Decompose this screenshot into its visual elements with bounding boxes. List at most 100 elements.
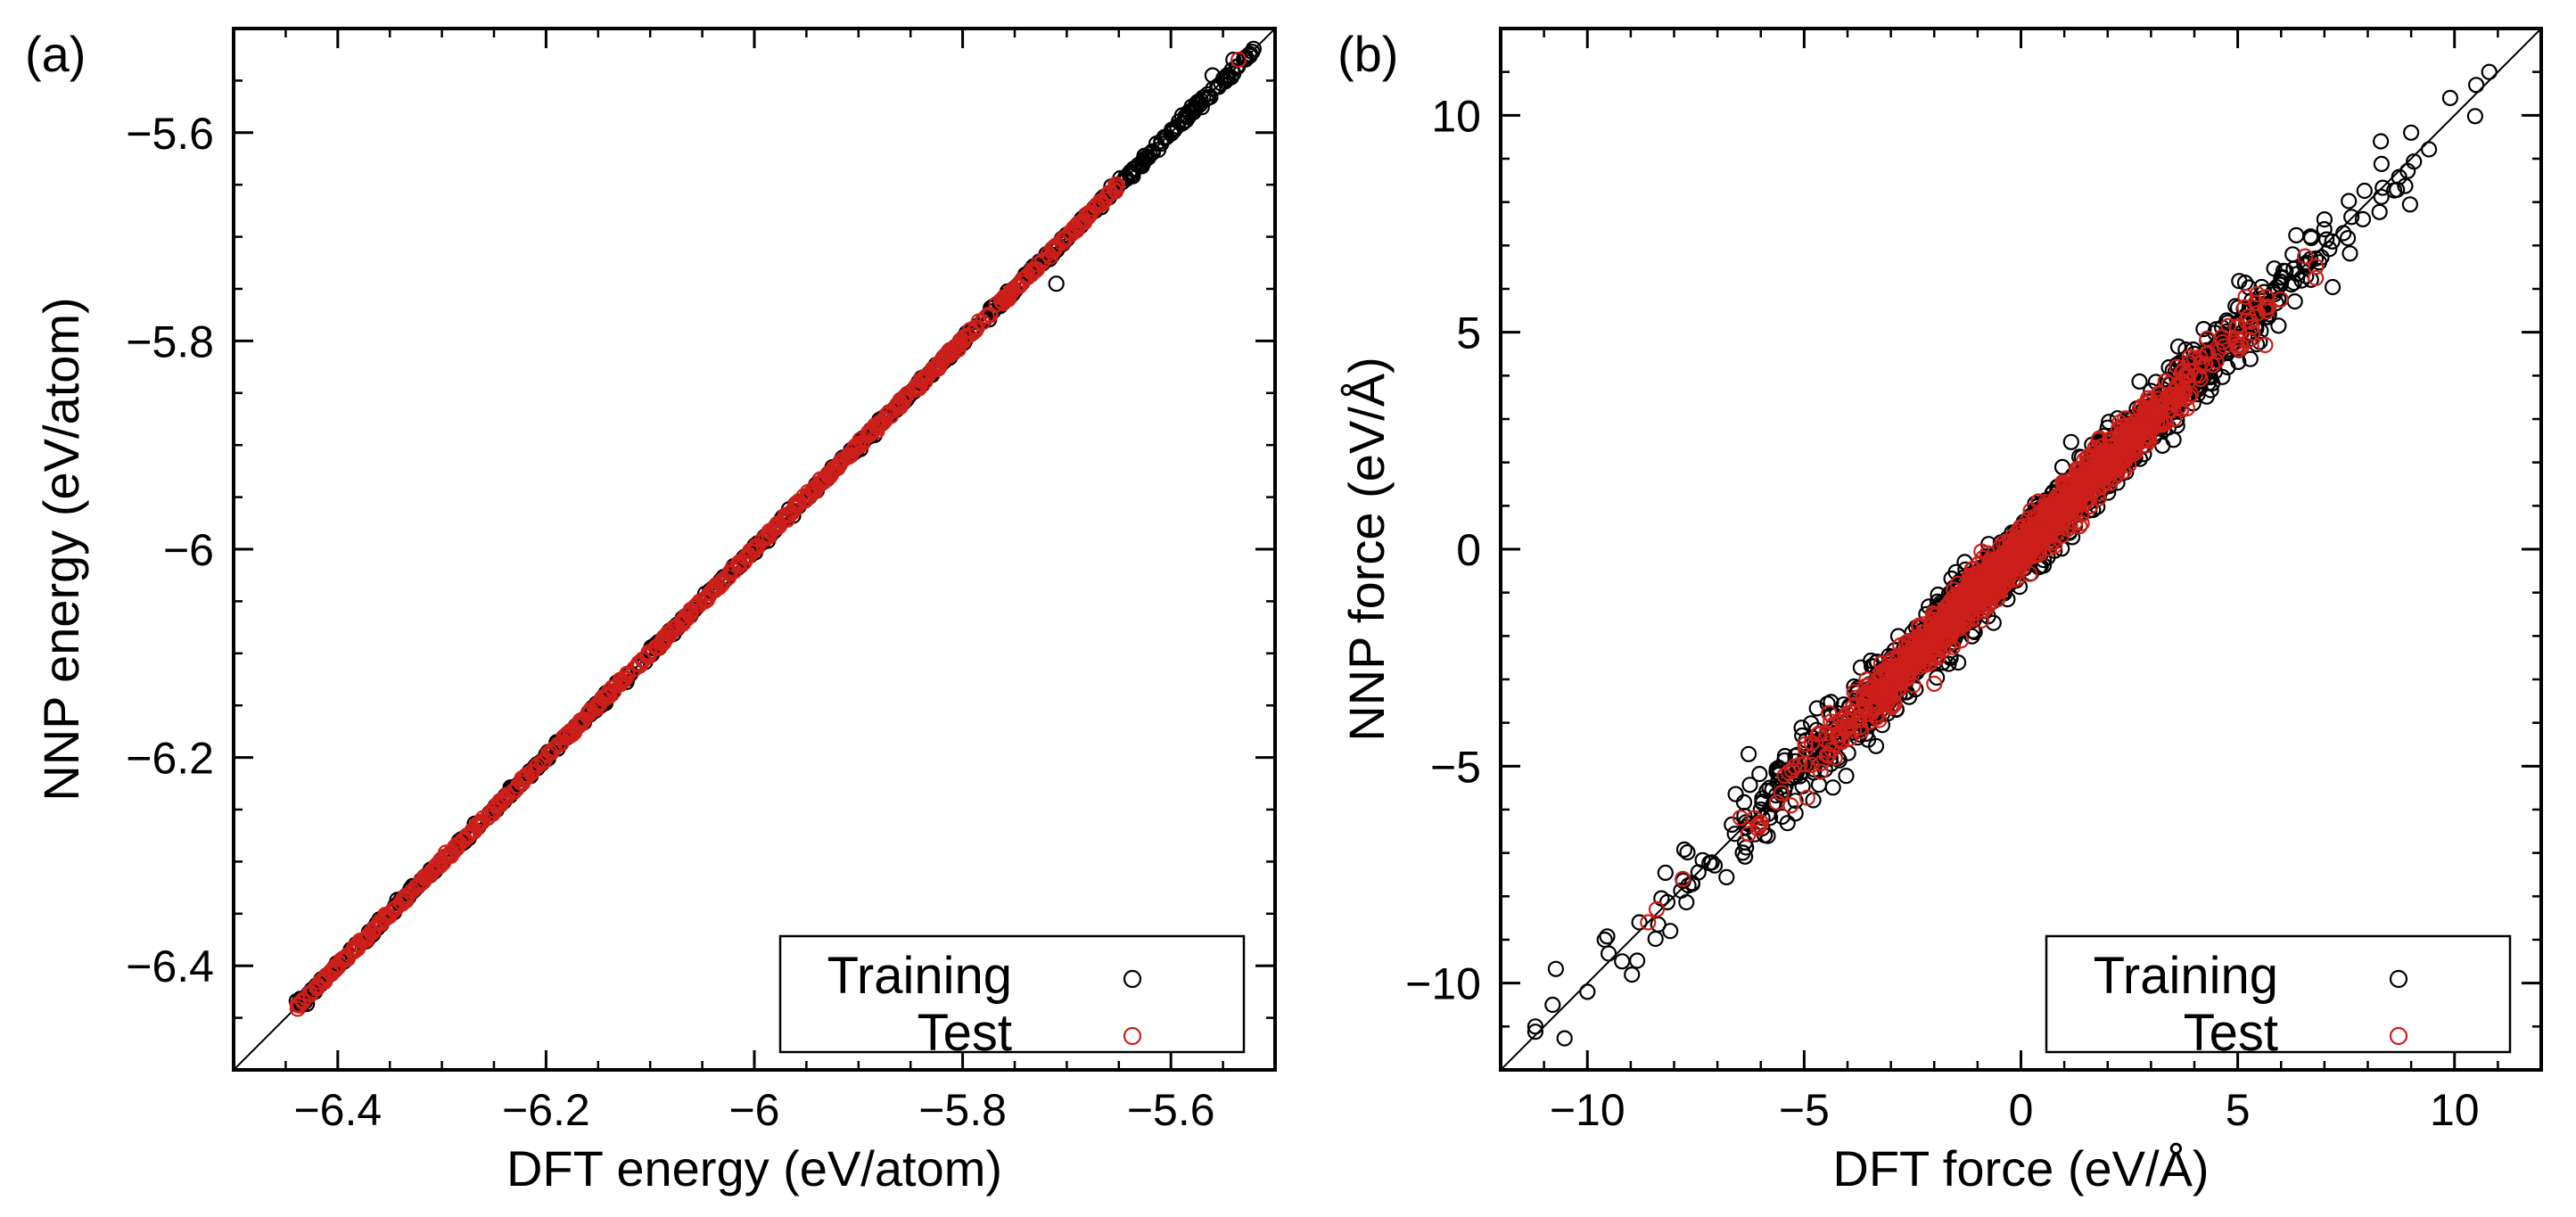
data-point [2258, 289, 2275, 306]
data-point [1741, 777, 1758, 794]
data-point [2241, 332, 2258, 349]
data-point [1727, 785, 1744, 802]
scatter-points [1527, 63, 2498, 1047]
data-point [640, 644, 657, 661]
data-point [2185, 349, 2203, 366]
data-point [2325, 278, 2341, 296]
data-point [2373, 133, 2390, 150]
data-point [1773, 785, 1790, 802]
data-point [1675, 841, 1693, 859]
data-point [1751, 765, 1768, 783]
data-point [428, 859, 446, 876]
data-point [1798, 789, 1816, 806]
data-point [2356, 182, 2373, 200]
data-point [1065, 220, 1082, 238]
data-point [1679, 843, 1696, 861]
legend-box [2045, 934, 2512, 1054]
data-point [1946, 608, 1963, 626]
data-point [1125, 160, 1142, 177]
data-point [2220, 317, 2237, 334]
data-point [2399, 162, 2416, 179]
x-axis-label: DFT energy (eV/atom) [506, 1140, 1002, 1196]
data-point [1930, 586, 1946, 604]
data-point [737, 549, 753, 566]
data-point [699, 591, 716, 608]
data-point [2373, 155, 2390, 172]
panel-label: (a) [25, 26, 86, 82]
data-point [350, 935, 366, 952]
data-point [1992, 570, 2009, 587]
data-point [1057, 231, 1074, 248]
data-point [1596, 931, 1613, 949]
data-point [2053, 506, 2070, 524]
data-point [1740, 826, 1757, 843]
data-point [1860, 686, 1877, 703]
data-point [1527, 1018, 1544, 1035]
data-point [946, 341, 963, 358]
legend-marker-test [1123, 1026, 1142, 1046]
data-point [1624, 966, 1641, 983]
data-point [927, 361, 944, 378]
data-point [2228, 318, 2245, 335]
data-point [1867, 706, 1885, 723]
data-point [1628, 952, 1646, 969]
data-point [863, 423, 880, 440]
data-point [1768, 794, 1785, 811]
data-point [1527, 1024, 1544, 1040]
data-point [978, 308, 995, 325]
x-tick-label: −5.6 [1127, 1085, 1215, 1135]
data-point [1241, 47, 1258, 64]
data-point [1971, 564, 1988, 582]
data-point [1838, 768, 1855, 785]
data-point [527, 759, 545, 776]
data-point [492, 796, 509, 813]
data-point [2101, 439, 2118, 456]
data-point [1153, 136, 1170, 152]
data-point [2421, 141, 2438, 158]
data-point [789, 497, 806, 514]
data-point [1991, 549, 2008, 566]
data-point [2466, 108, 2483, 125]
data-point [2062, 504, 2079, 522]
data-point [2073, 478, 2090, 495]
data-point [1678, 893, 1695, 911]
data-point [1736, 848, 1754, 865]
data-point [1894, 662, 1911, 679]
data-point [2303, 229, 2320, 247]
data-point [1796, 755, 1813, 773]
data-point [2237, 288, 2254, 306]
data-point [1953, 632, 1970, 649]
data-point [1926, 675, 1943, 693]
data-point [1826, 749, 1843, 767]
data-point [290, 997, 307, 1014]
x-tick-label: −10 [1550, 1085, 1625, 1135]
data-point [631, 656, 649, 674]
data-point [2307, 250, 2325, 267]
data-point [2169, 338, 2187, 355]
data-point [2257, 300, 2274, 317]
data-point [2242, 350, 2259, 367]
data-point [2371, 203, 2388, 220]
data-point [2154, 437, 2171, 454]
data-point [2101, 431, 2119, 448]
data-point [661, 625, 678, 643]
data-point [2341, 245, 2358, 262]
data-point [1905, 642, 1923, 659]
data-point [2059, 488, 2076, 505]
legend-label-test: Test [918, 1004, 1012, 1062]
y-tick-label: −6 [163, 525, 214, 575]
data-point [1102, 185, 1119, 201]
data-point [469, 816, 486, 833]
data-point [1647, 930, 1664, 948]
data-point [2229, 300, 2247, 317]
data-point [2468, 77, 2485, 94]
data-point [2013, 549, 2030, 566]
data-point [1614, 953, 1631, 970]
data-point [2082, 475, 2099, 492]
data-point [2049, 488, 2066, 506]
data-point [1579, 983, 1596, 1000]
data-point [505, 783, 523, 800]
data-point [2298, 267, 2315, 284]
data-point [2004, 528, 2020, 546]
